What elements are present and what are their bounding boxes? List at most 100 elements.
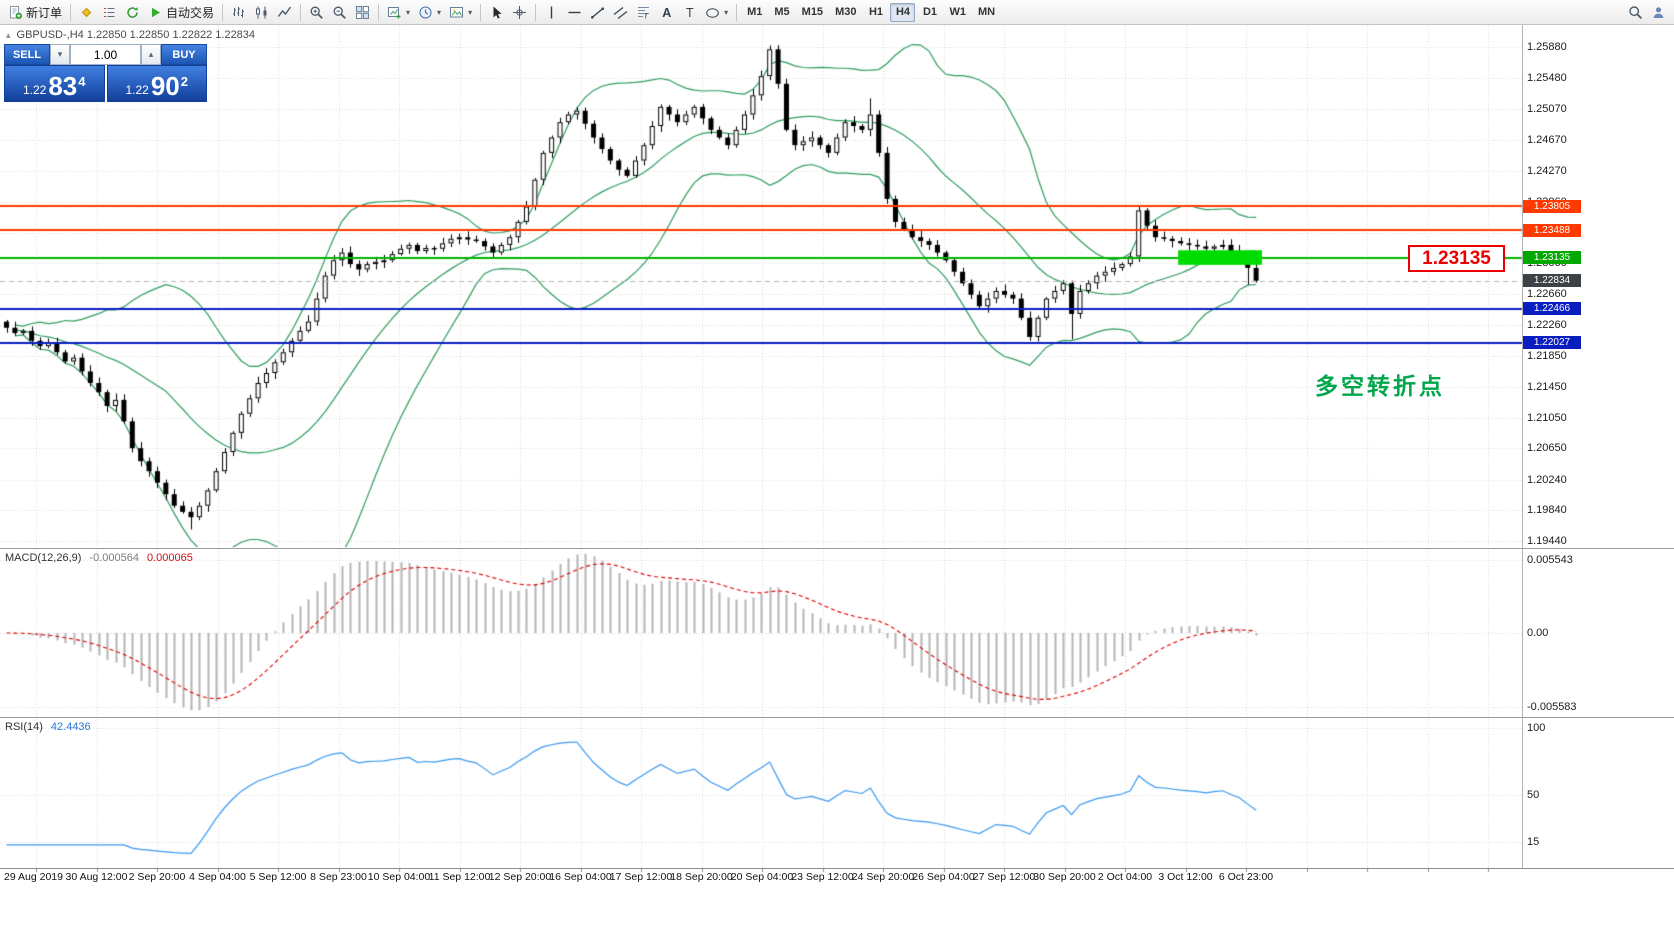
tile-icon xyxy=(355,5,370,20)
new-chart-button[interactable]: ▾ xyxy=(383,2,414,23)
svg-text:A: A xyxy=(662,6,671,20)
macd-scale-label: 0.005543 xyxy=(1527,554,1573,566)
chart-annotation[interactable]: 多空转折点 xyxy=(1315,373,1445,399)
zoom-in-button[interactable] xyxy=(305,2,328,23)
new-order-button[interactable]: 新订单 xyxy=(4,2,66,23)
price-level-badge[interactable]: 1.23805 xyxy=(1523,199,1581,213)
chart-title: ▴ GBPUSD-,H4 1.22850 1.22850 1.22822 1.2… xyxy=(6,29,255,41)
channel-button[interactable] xyxy=(609,2,632,23)
price-level-badge[interactable]: 1.22834 xyxy=(1523,274,1581,288)
time-tick-label: 5 Sep 12:00 xyxy=(249,871,307,883)
buy-price-pips: 90 xyxy=(150,70,180,101)
panel-separator-macd[interactable] xyxy=(0,548,1674,549)
rsi-scale-label: 15 xyxy=(1527,835,1540,848)
timeframe-m1-button[interactable]: M1 xyxy=(742,3,767,22)
volume-input[interactable] xyxy=(70,44,141,65)
svg-text:f: f xyxy=(645,11,648,20)
buy-button[interactable]: BUY xyxy=(161,44,207,65)
crosshair-button[interactable] xyxy=(508,2,531,23)
profiles-menu-button[interactable]: ▾ xyxy=(414,2,445,23)
time-tick-label: 2 Oct 04:00 xyxy=(1097,871,1153,883)
price-tick-label: 1.25480 xyxy=(1527,71,1567,84)
price-level-badge[interactable]: 1.22027 xyxy=(1523,336,1581,350)
volume-increase-button[interactable]: ▴ xyxy=(141,44,161,65)
profile-button[interactable] xyxy=(75,2,98,23)
candlestick-chart-button[interactable] xyxy=(250,2,273,23)
timeframe-h4-button[interactable]: H4 xyxy=(890,2,916,22)
text-button[interactable]: A xyxy=(655,2,678,23)
channel-icon xyxy=(613,5,628,20)
macd-signal-value: 0.000065 xyxy=(146,552,193,564)
bar-chart-button[interactable] xyxy=(227,2,250,23)
shapes-button[interactable]: ▾ xyxy=(701,2,732,23)
time-tick-label: 24 Sep 20:00 xyxy=(851,871,915,883)
sell-price-button[interactable]: 1.22 83 4 xyxy=(4,65,105,102)
timeframe-m5-button[interactable]: M5 xyxy=(769,3,794,22)
toolbar-right-group xyxy=(1624,2,1670,23)
toolbar-separator xyxy=(300,3,302,21)
sell-price-frac: 4 xyxy=(78,74,86,89)
tile-windows-button[interactable] xyxy=(351,2,374,23)
price-tick-label: 1.24270 xyxy=(1527,164,1567,177)
market-watch-button[interactable] xyxy=(98,2,121,23)
price-level-badge[interactable]: 1.23135 xyxy=(1523,251,1581,265)
line-chart-button[interactable] xyxy=(273,2,296,23)
collapse-panel-icon[interactable]: ▴ xyxy=(6,29,11,40)
sell-button[interactable]: SELL xyxy=(4,44,50,65)
autotrading-button[interactable]: 自动交易 xyxy=(144,2,218,23)
hline-icon xyxy=(567,5,582,20)
templates-button[interactable]: ▾ xyxy=(445,2,476,23)
timeframe-mn-button[interactable]: MN xyxy=(973,3,1000,22)
community-button[interactable] xyxy=(1647,2,1670,23)
chevron-down-icon: ▾ xyxy=(437,7,442,17)
price-tick-label: 1.19840 xyxy=(1527,504,1567,517)
time-tick-label: 20 Sep 04:00 xyxy=(730,871,794,883)
timeframe-d1-button[interactable]: D1 xyxy=(917,3,942,22)
panel-separator-rsi[interactable] xyxy=(0,717,1674,718)
vertical-line-button[interactable] xyxy=(540,2,563,23)
person-icon xyxy=(1651,5,1666,20)
line-icon xyxy=(277,5,292,20)
price-tick-label: 1.22660 xyxy=(1527,288,1567,300)
horizontal-line-button[interactable] xyxy=(563,2,586,23)
cursor-button[interactable] xyxy=(485,2,508,23)
new-order-icon xyxy=(8,5,23,20)
macd-scale-label: -0.005583 xyxy=(1527,700,1577,713)
time-tick-label: 16 Sep 04:00 xyxy=(549,871,612,883)
price-callout[interactable]: 1.23135 xyxy=(1408,245,1505,272)
zoom-out-button[interactable] xyxy=(328,2,351,23)
chevron-down-icon: ▾ xyxy=(57,49,63,59)
volume-decrease-button[interactable]: ▾ xyxy=(50,44,70,65)
timeframe-h1-button[interactable]: H1 xyxy=(863,3,888,22)
price-level-badge[interactable]: 1.22466 xyxy=(1523,302,1581,316)
refresh-icon xyxy=(125,5,140,20)
search-icon xyxy=(1628,5,1643,20)
price-tick-label: 1.25880 xyxy=(1527,41,1567,53)
time-tick-label: 17 Sep 12:00 xyxy=(609,871,673,883)
label-button[interactable]: T xyxy=(678,2,701,23)
timeframe-w1-button[interactable]: W1 xyxy=(944,3,971,22)
sell-price-base: 1.22 xyxy=(22,82,47,97)
fibonacci-button[interactable]: f xyxy=(632,2,655,23)
time-tick-label: 10 Sep 04:00 xyxy=(367,871,431,883)
buy-price-button[interactable]: 1.22 90 2 xyxy=(106,65,207,102)
shapes-icon xyxy=(705,5,720,20)
refresh-button[interactable] xyxy=(121,2,144,23)
trendline-button[interactable] xyxy=(586,2,609,23)
search-button[interactable] xyxy=(1624,2,1647,23)
time-tick-label: 18 Sep 20:00 xyxy=(670,871,733,883)
svg-text:T: T xyxy=(686,6,694,20)
toolbar-separator xyxy=(736,3,738,21)
trendline-icon xyxy=(590,5,605,20)
play-icon xyxy=(148,5,163,20)
price-tick-label: 1.25070 xyxy=(1527,103,1567,116)
price-tick-label: 1.24670 xyxy=(1527,133,1567,146)
price-level-badge[interactable]: 1.23488 xyxy=(1523,223,1581,237)
timeframe-m15-button[interactable]: M15 xyxy=(797,3,828,22)
axis-border xyxy=(1522,25,1523,869)
timeframe-m30-button[interactable]: M30 xyxy=(830,3,861,22)
time-tick-label: 30 Sep 20:00 xyxy=(1033,871,1096,883)
time-axis-line xyxy=(0,868,1674,869)
